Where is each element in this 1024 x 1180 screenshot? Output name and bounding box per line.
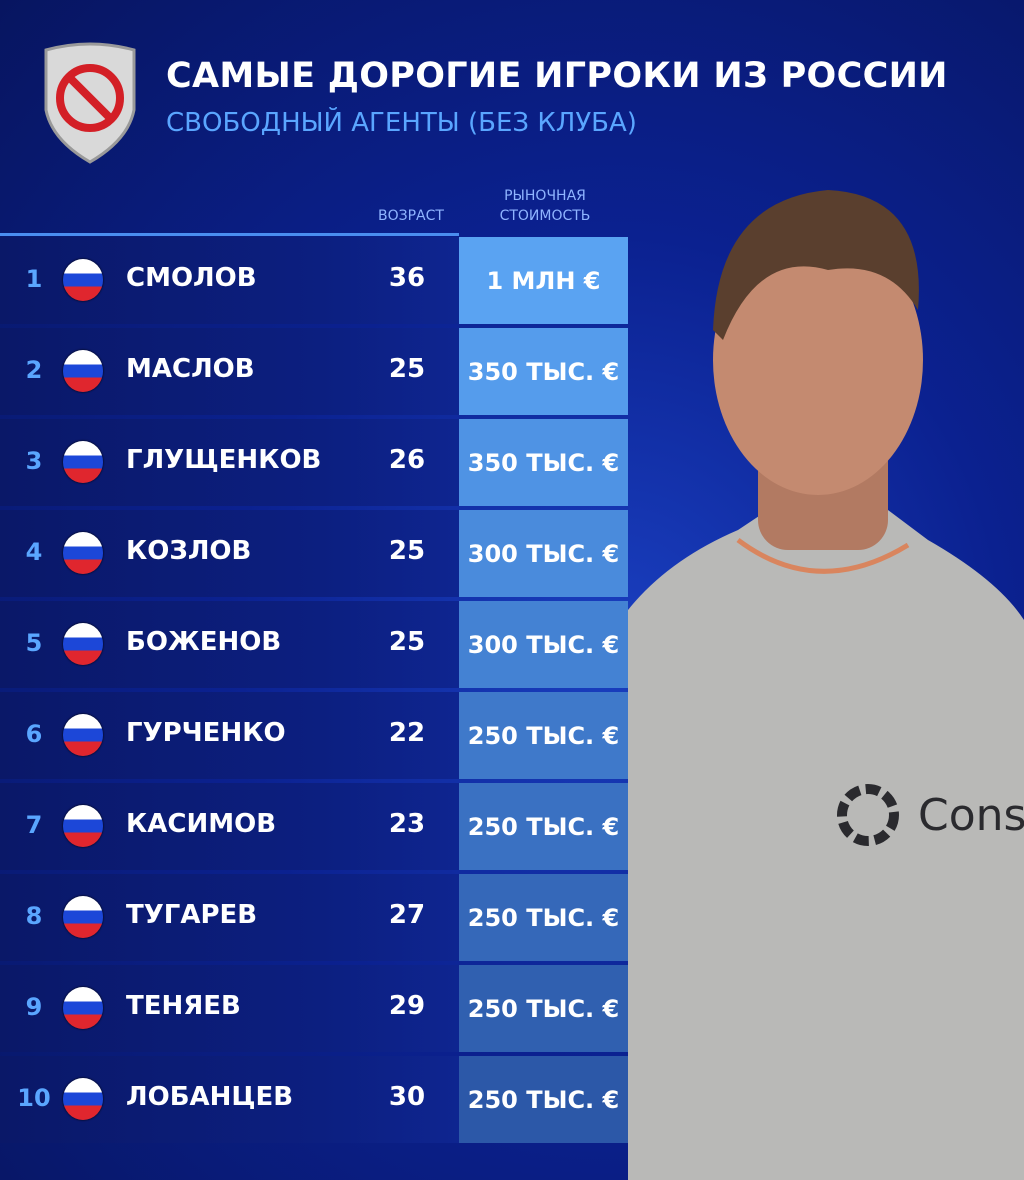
rank: 10 (17, 1084, 51, 1112)
page-subtitle: СВОБОДНЫЙ АГЕНТЫ (БЕЗ КЛУБА) (166, 108, 637, 138)
player-age: 25 (388, 354, 426, 384)
rank: 3 (25, 447, 43, 475)
russia-flag-icon (63, 623, 103, 665)
table-row: 7 КАСИМОВ 23 250 ТЫС. € (0, 783, 628, 870)
russia-flag-icon (63, 441, 103, 483)
rank: 6 (25, 720, 43, 748)
player-name: ТУГАРЕВ (126, 900, 258, 930)
column-header-value-line1: РЫНОЧНАЯ (504, 188, 586, 204)
russia-flag-icon (63, 805, 103, 847)
table-row: 1 СМОЛОВ 36 1 МЛН € (0, 237, 628, 324)
prohibited-sign-shield-icon (44, 42, 136, 164)
player-age: 23 (388, 809, 426, 839)
market-value: 300 ТЫС. € (459, 601, 628, 688)
table-row: 6 ГУРЧЕНКО 22 250 ТЫС. € (0, 692, 628, 779)
column-header-value: РЫНОЧНАЯ СТОИМОСТЬ (470, 186, 620, 226)
player-name: КАСИМОВ (126, 809, 277, 839)
table-row: 4 КОЗЛОВ 25 300 ТЫС. € (0, 510, 628, 597)
player-age: 22 (388, 718, 426, 748)
column-header-age: ВОЗРАСТ (378, 208, 444, 224)
russia-flag-icon (63, 1078, 103, 1120)
market-value: 350 ТЫС. € (459, 328, 628, 415)
table-row: 5 БОЖЕНОВ 25 300 ТЫС. € (0, 601, 628, 688)
table-row: 9 ТЕНЯЕВ 29 250 ТЫС. € (0, 965, 628, 1052)
russia-flag-icon (63, 896, 103, 938)
rank: 7 (25, 811, 43, 839)
player-age: 36 (388, 263, 426, 293)
player-photo: Const (628, 190, 1024, 1180)
player-age: 29 (388, 991, 426, 1021)
market-value: 250 ТЫС. € (459, 783, 628, 870)
table-row: 8 ТУГАРЕВ 27 250 ТЫС. € (0, 874, 628, 961)
russia-flag-icon (63, 987, 103, 1029)
market-value: 350 ТЫС. € (459, 419, 628, 506)
player-name: БОЖЕНОВ (126, 627, 282, 657)
rank: 4 (25, 538, 43, 566)
player-name: ГЛУЩЕНКОВ (126, 445, 322, 475)
player-age: 30 (388, 1082, 426, 1112)
rank: 2 (25, 356, 43, 384)
shirt-sponsor-text: Const (918, 790, 1024, 841)
rank: 5 (25, 629, 43, 657)
market-value: 250 ТЫС. € (459, 692, 628, 779)
player-name: МАСЛОВ (126, 354, 255, 384)
rank: 1 (25, 265, 43, 293)
russia-flag-icon (63, 350, 103, 392)
rank: 8 (25, 902, 43, 930)
russia-flag-icon (63, 714, 103, 756)
table-top-line (0, 233, 459, 236)
table-row: 10 ЛОБАНЦЕВ 30 250 ТЫС. € (0, 1056, 628, 1143)
market-value: 1 МЛН € (459, 237, 628, 324)
player-age: 27 (388, 900, 426, 930)
column-header-value-line2: СТОИМОСТЬ (499, 208, 591, 224)
player-age: 25 (388, 536, 426, 566)
russia-flag-icon (63, 532, 103, 574)
market-value: 300 ТЫС. € (459, 510, 628, 597)
table-row: 3 ГЛУЩЕНКОВ 26 350 ТЫС. € (0, 419, 628, 506)
player-name: КОЗЛОВ (126, 536, 252, 566)
table-row: 2 МАСЛОВ 25 350 ТЫС. € (0, 328, 628, 415)
russia-flag-icon (63, 259, 103, 301)
page-title: САМЫЕ ДОРОГИЕ ИГРОКИ ИЗ РОССИИ (166, 56, 948, 96)
player-name: СМОЛОВ (126, 263, 257, 293)
player-name: ЛОБАНЦЕВ (126, 1082, 294, 1112)
player-name: ТЕНЯЕВ (126, 991, 241, 1021)
player-name: ГУРЧЕНКО (126, 718, 286, 748)
market-value: 250 ТЫС. € (459, 874, 628, 961)
market-value: 250 ТЫС. € (459, 965, 628, 1052)
player-age: 25 (388, 627, 426, 657)
rank: 9 (25, 993, 43, 1021)
player-age: 26 (388, 445, 426, 475)
market-value: 250 ТЫС. € (459, 1056, 628, 1143)
